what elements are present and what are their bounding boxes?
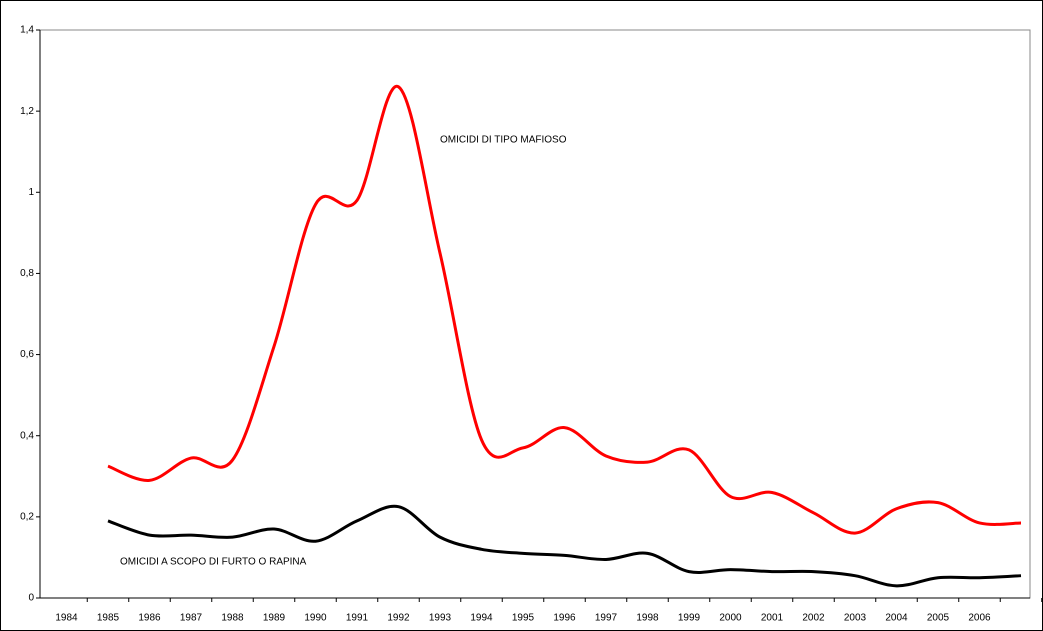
x-tick-label: 2001 — [761, 613, 784, 624]
x-tick-label: 1993 — [429, 613, 452, 624]
y-tick-label: 1,4 — [20, 25, 34, 36]
x-tick-label: 1987 — [180, 613, 203, 624]
x-tick-label: 1995 — [512, 613, 535, 624]
x-tick-label: 2006 — [968, 613, 991, 624]
x-tick-label: 1996 — [553, 613, 576, 624]
x-tick-label: 1998 — [636, 613, 659, 624]
x-tick-label: 1990 — [304, 613, 327, 624]
x-tick-label: 1988 — [221, 613, 244, 624]
x-tick-label: 1991 — [346, 613, 369, 624]
y-tick-label: 1 — [28, 187, 34, 198]
x-tick-label: 1984 — [55, 613, 78, 624]
plot-frame — [39, 29, 1031, 599]
x-tick-label: 1989 — [263, 613, 286, 624]
y-tick-label: 0,4 — [20, 430, 34, 441]
series-line — [107, 85, 1022, 535]
x-tick-label: 2005 — [927, 613, 950, 624]
y-tick-label: 0,2 — [20, 511, 34, 522]
x-tick-label: 1997 — [595, 613, 618, 624]
x-tick-label: 1994 — [470, 613, 493, 624]
x-tick-label: 2003 — [844, 613, 867, 624]
x-tick-label: 1985 — [97, 613, 120, 624]
y-tick-label: 0,8 — [20, 268, 34, 279]
series-line — [107, 504, 1022, 588]
x-tick-label: 2002 — [802, 613, 825, 624]
x-tick-label: 1986 — [138, 613, 161, 624]
x-tick-label: 1999 — [678, 613, 701, 624]
series-label: OMICIDI DI TIPO MAFIOSO — [440, 135, 567, 146]
series-label: OMICIDI A SCOPO DI FURTO O RAPINA — [120, 557, 307, 568]
y-tick-label: 0,6 — [20, 349, 34, 360]
x-tick-label: 2000 — [719, 613, 742, 624]
y-tick-label: 0 — [28, 593, 34, 604]
y-tick-label: 1,2 — [20, 106, 34, 117]
x-tick-label: 1992 — [387, 613, 410, 624]
x-tick-label: 2004 — [885, 613, 908, 624]
